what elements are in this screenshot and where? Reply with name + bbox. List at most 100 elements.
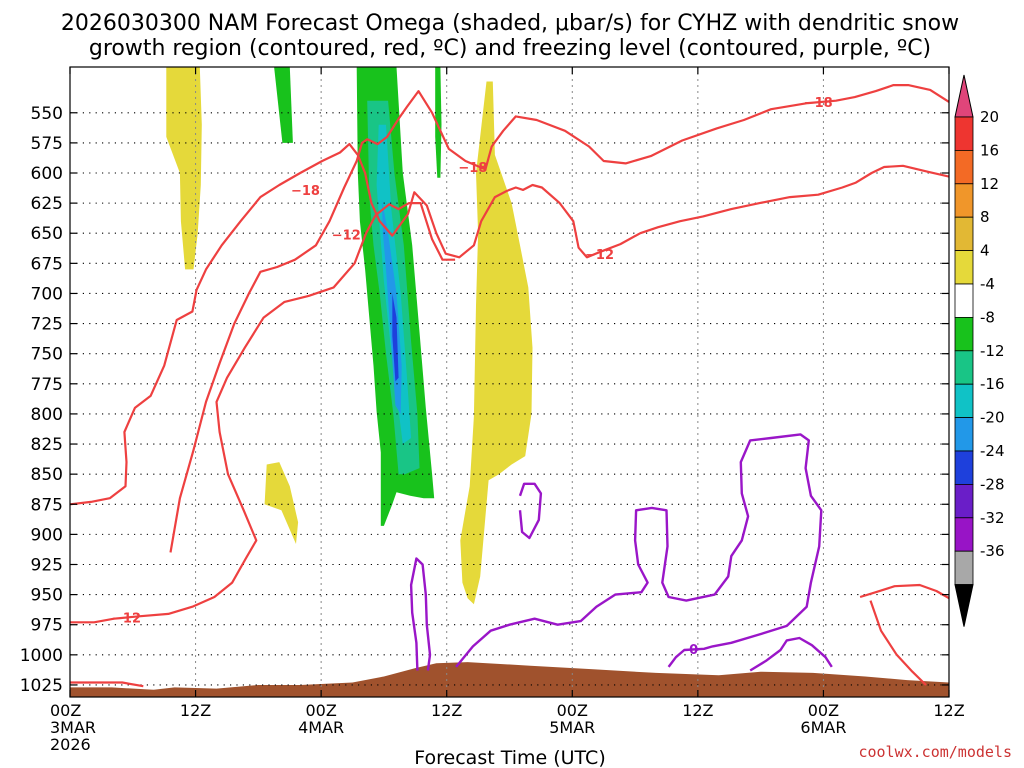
colorbar-segment-1: [954, 149, 974, 185]
dgz-red-contours: [70, 83, 949, 688]
colorbar-legend: 20 16 12 8 4 -4 -8 -12 -16 -20 -24 -28 -32 -36: [954, 74, 1005, 627]
y-tick-label-16: 950: [31, 586, 63, 606]
red-contour-0: [169, 83, 949, 553]
x-tick-label-4-1: 5MAR: [549, 718, 595, 737]
x-tick-label-1-0: 12Z: [180, 701, 211, 720]
y-tick-label-5: 675: [31, 254, 63, 274]
contour-labels: −18 −18 −18 −12 −12 −12 0: [112, 96, 833, 658]
omega-region-1: [264, 462, 299, 544]
y-tick-label-8: 750: [31, 345, 63, 365]
red-contour-label-0-1: −18: [458, 161, 487, 176]
colorbar-segment-13: [954, 550, 974, 586]
colorbar-segment-8: [954, 383, 974, 419]
omega-region-9: [392, 293, 399, 382]
x-tick-label-6-0: 00Z: [808, 701, 839, 720]
colorbar-tick-label-5: -4: [980, 275, 995, 293]
red-contour-1: [70, 143, 949, 506]
colorbar-tick-label-11: -28: [980, 475, 1005, 493]
colorbar-bottom-arrow: [954, 584, 974, 627]
colorbar-tick-label-7: -12: [980, 342, 1005, 360]
y-tick-label-9: 775: [31, 375, 63, 395]
colorbar-segment-5: [954, 283, 974, 318]
colorbar-segment-7: [954, 350, 974, 385]
x-tick-label-2-0: 00Z: [305, 701, 336, 720]
colorbar-tick-label-3: 8: [980, 208, 990, 226]
purple-contour-1: [455, 433, 823, 668]
x-tick-label-7-0: 12Z: [933, 701, 964, 720]
credit-text: coolwx.com/models: [858, 743, 1012, 761]
purple-contour-3: [749, 636, 833, 672]
colorbar-tick-label-2: 12: [980, 175, 999, 193]
y-tick-label-18: 1000: [20, 646, 63, 666]
terrain-fill: [70, 662, 949, 697]
colorbar-segment-11: [954, 483, 974, 519]
colorbar-tick-label-10: -24: [980, 442, 1005, 460]
chart-title-line-1: 2026030300 NAM Forecast Omega (shaded, μ…: [61, 11, 959, 36]
colorbar-tick-label-8: -16: [980, 375, 1005, 393]
red-contour-2: [70, 202, 456, 624]
colorbar-tick-label-4: 4: [980, 242, 990, 260]
purple-contour-0: [409, 557, 432, 671]
y-tick-label-11: 825: [31, 435, 63, 455]
colorbar-tick-label-9: -20: [980, 409, 1005, 427]
x-tick-label-2-1: 4MAR: [298, 718, 344, 737]
omega-region-3: [274, 67, 293, 143]
purple-contour-2: [518, 482, 543, 540]
terrain-layer: [70, 662, 949, 697]
y-tick-label-14: 900: [31, 525, 63, 545]
red-contour-5: [869, 600, 927, 686]
omega-region-0: [166, 67, 202, 270]
y-tick-label-13: 875: [31, 495, 63, 515]
omega-region-2: [460, 81, 533, 605]
y-tick-label-3: 625: [31, 194, 63, 214]
y-tick-label-0: 550: [31, 104, 63, 124]
y-tick-label-7: 725: [31, 315, 63, 335]
red-contour-label-1-1: −12: [585, 248, 614, 263]
x-tick-label-0-0: 00Z: [50, 701, 81, 720]
red-contour-label-0-0: −18: [291, 184, 320, 199]
red-contour-4: [859, 583, 949, 600]
omega-shading-layer: [166, 67, 533, 605]
omega-region-5: [435, 67, 442, 178]
y-tick-label-15: 925: [31, 555, 63, 575]
colorbar-tick-label-12: -32: [980, 509, 1005, 527]
y-tick-label-19: 1025: [20, 676, 63, 696]
chart-title-line-2: growth region (contoured, red, ºC) and f…: [89, 36, 931, 61]
purple-contour-label-1-0: 0: [689, 643, 698, 658]
colorbar-segment-10: [954, 450, 974, 485]
x-tick-label-5-0: 12Z: [682, 701, 713, 720]
y-tick-label-1: 575: [31, 134, 63, 154]
y-tick-label-12: 850: [31, 465, 63, 485]
plot-frame: [69, 66, 950, 698]
y-axis-ticks: 550 575 600 625 650 675 700 725 750 775 800 825 850 8…: [20, 104, 949, 696]
colorbar-tick-label-13: -36: [980, 542, 1005, 560]
colorbar-tick-label-0: 20: [980, 108, 999, 126]
y-tick-label-17: 975: [31, 616, 63, 636]
y-tick-label-10: 800: [31, 405, 63, 425]
colorbar-tick-label-1: 16: [980, 141, 999, 159]
y-tick-label-2: 600: [31, 164, 63, 184]
red-contour-label-0-2: −18: [804, 96, 833, 111]
x-tick-label-0-1: 3MAR: [50, 718, 96, 737]
colorbar-segment-12: [954, 517, 974, 552]
x-axis-label: Forecast Time (UTC): [414, 747, 605, 768]
y-tick-label-6: 700: [31, 284, 63, 304]
x-tick-label-6-1: 6MAR: [800, 718, 846, 737]
colorbar-segment-0: [954, 116, 974, 151]
colorbar-segment-2: [954, 183, 974, 218]
freezing-level-purple-contours: [409, 433, 833, 672]
colorbar-segment-9: [954, 417, 974, 452]
colorbar-segment-3: [954, 216, 974, 251]
red-contour-label-1-0: −12: [332, 229, 361, 244]
colorbar-tick-label-6: -8: [980, 308, 995, 326]
x-tick-label-3-0: 12Z: [431, 701, 462, 720]
x-tick-label-0-2: 2026: [50, 735, 91, 754]
red-contour-label-2-0: −12: [112, 612, 141, 627]
red-contour-3: [70, 681, 144, 688]
colorbar-segment-6: [954, 316, 974, 352]
colorbar-segment-4: [954, 250, 974, 285]
x-tick-label-4-0: 00Z: [557, 701, 588, 720]
y-tick-label-4: 650: [31, 224, 63, 244]
